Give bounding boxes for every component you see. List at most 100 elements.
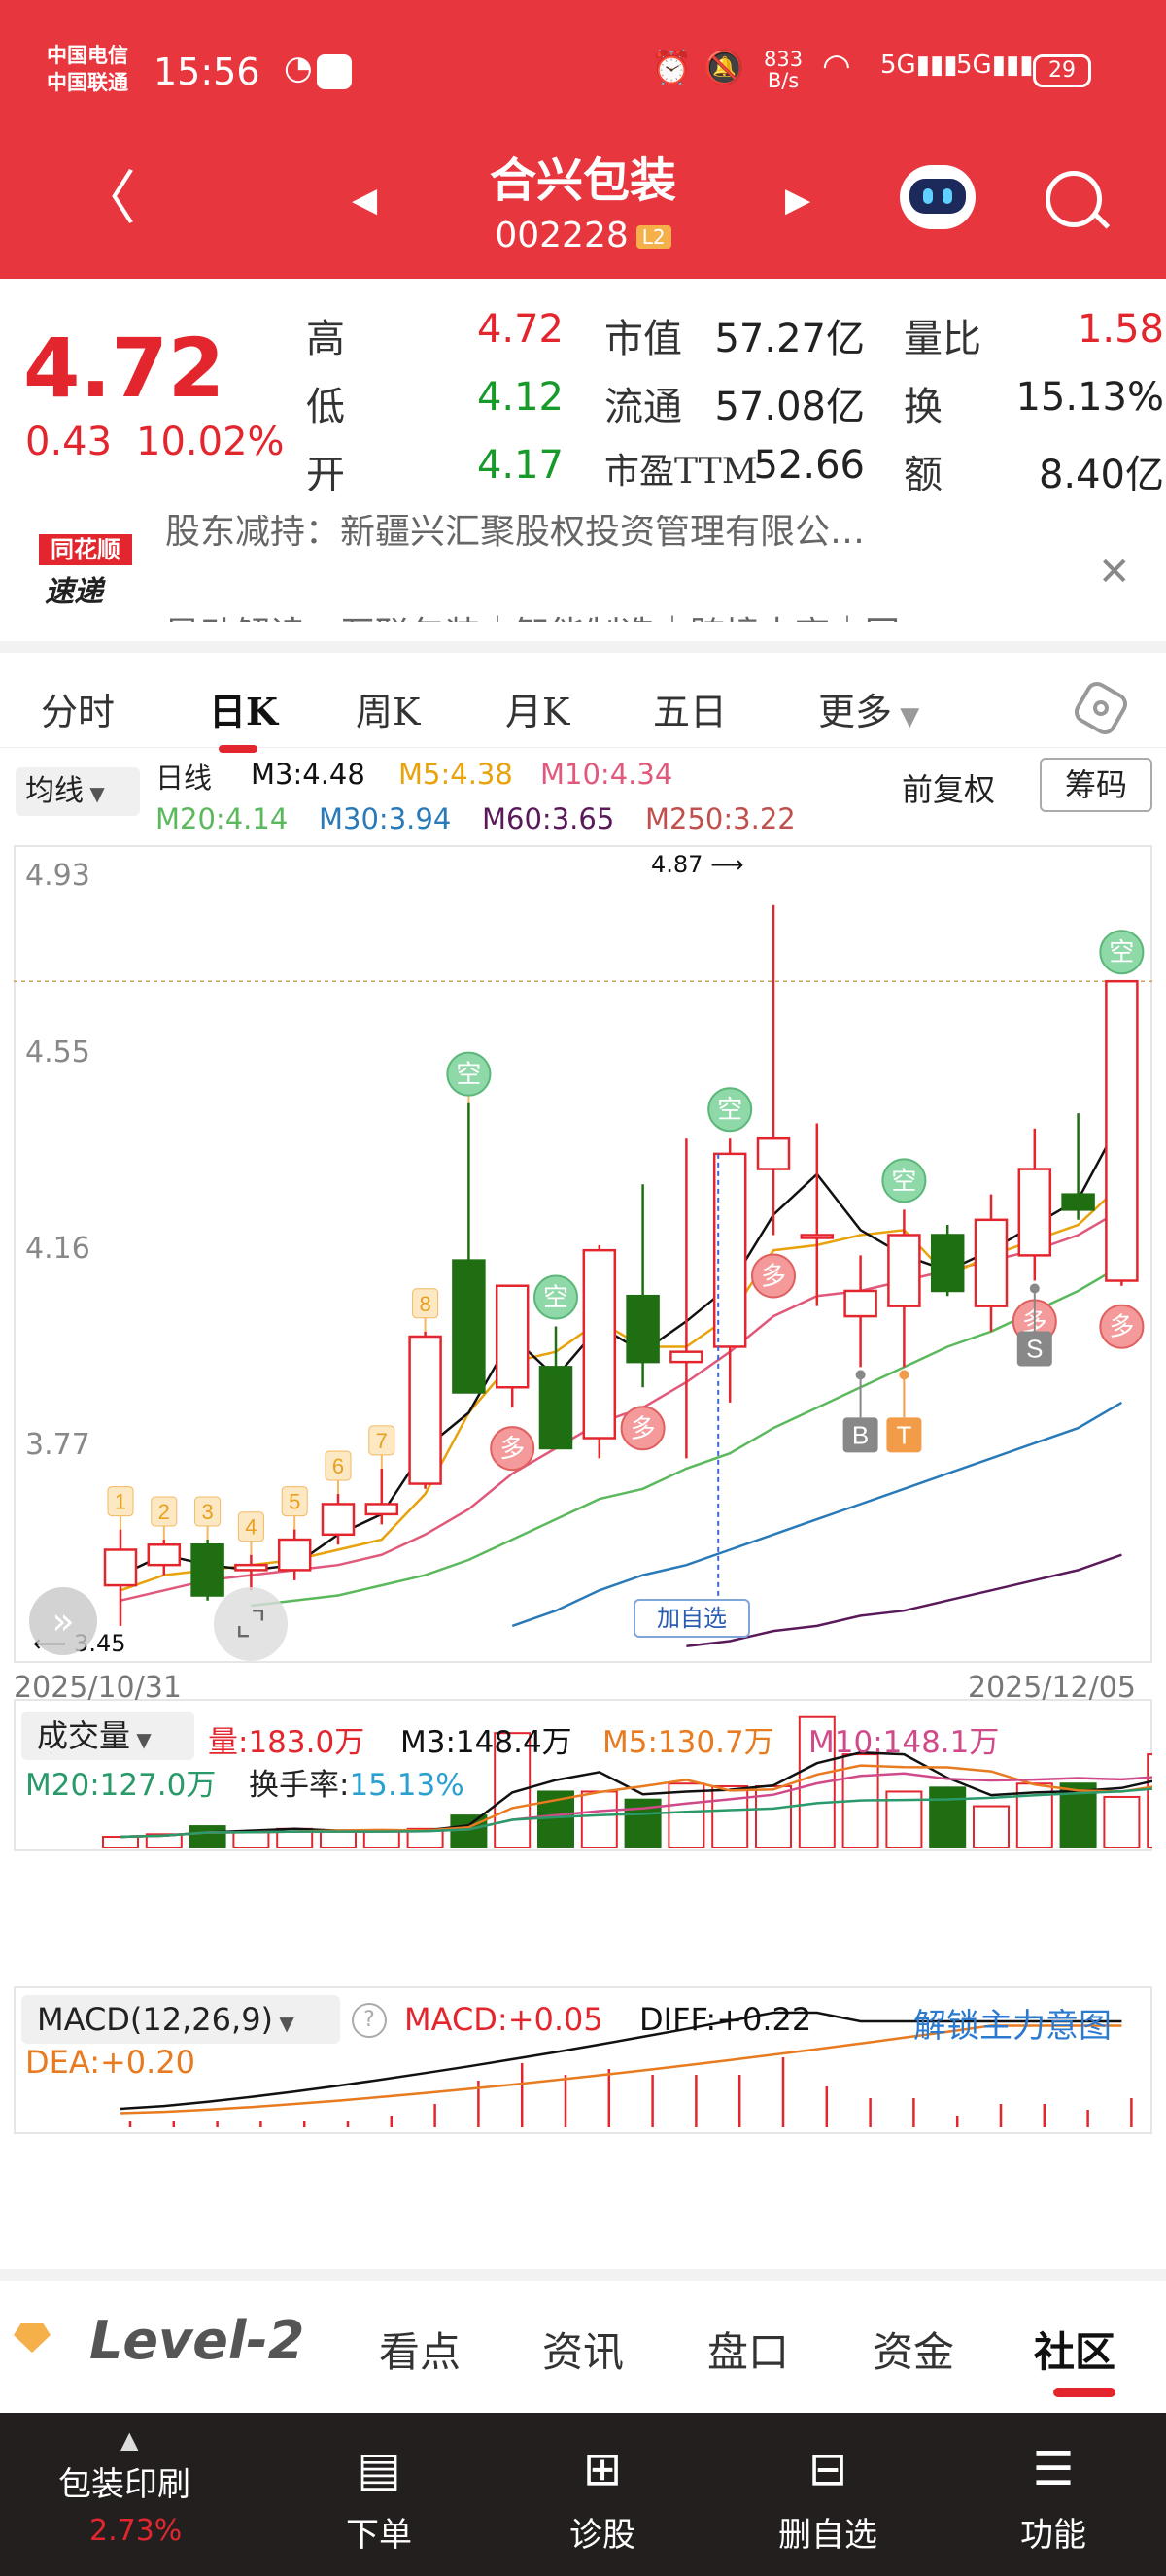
mute-icon: 🔕	[703, 49, 745, 87]
macd-diff-line	[120, 2011, 1122, 2111]
volume-bar	[232, 1830, 270, 1848]
volume-bar	[406, 1827, 444, 1849]
robot-assistant-icon[interactable]	[900, 165, 976, 229]
diamond-icon	[14, 2323, 51, 2353]
signal-label: 多	[631, 1414, 656, 1443]
fullscreen-icon[interactable]: ⌞⌝	[214, 1587, 288, 1661]
open-label: 开	[306, 453, 345, 497]
prev-stock-button[interactable]: ◀	[352, 181, 378, 220]
signal-label: 多	[499, 1435, 525, 1464]
high-marker: 4.87 ⟶	[651, 851, 744, 878]
settings-hexagon-icon[interactable]	[1070, 677, 1132, 739]
tab-five-day[interactable]: 五日	[653, 691, 728, 733]
close-icon[interactable]: ✕	[1098, 550, 1131, 594]
tag-box	[412, 1288, 439, 1319]
volume-bar	[320, 1830, 357, 1848]
tab-highlights[interactable]: 看点	[379, 2328, 462, 2376]
candle-body	[495, 1284, 530, 1389]
tab-funds[interactable]: 资金	[873, 2328, 955, 2376]
volume-bar	[189, 1825, 226, 1849]
tab-order-book[interactable]: 盘口	[707, 2328, 790, 2376]
y-tick-3: 4.16	[25, 1232, 90, 1266]
market-cap-label: 市值	[604, 317, 682, 361]
tab-intraday[interactable]: 分时	[41, 691, 116, 733]
battery-icon: 29	[1033, 54, 1091, 87]
next-stock-button[interactable]: ▶	[785, 181, 811, 220]
buy-signal-badge	[490, 1426, 535, 1472]
help-icon[interactable]: ?	[352, 2003, 387, 2038]
volume-ratio-value: 1.58	[1077, 307, 1164, 352]
buy-signal-badge	[751, 1253, 796, 1299]
remove-watchlist-button[interactable]: ⊟ 删自选	[760, 2413, 896, 2576]
tab-news[interactable]: 资讯	[542, 2328, 625, 2376]
add-watchlist-marker[interactable]: 加自选	[634, 1599, 750, 1638]
signal-5g-icon: 5G▮▮▮	[880, 51, 958, 80]
news-line-1[interactable]: 股东减持：新疆兴汇聚股权投资管理有限公…	[165, 515, 866, 552]
macd-selector[interactable]: MACD(12,26,9) ▼	[21, 1995, 340, 2044]
candle-body	[364, 1503, 399, 1516]
functions-label: 功能	[1020, 2516, 1086, 2555]
date-end: 2025/12/05	[968, 1671, 1136, 1705]
tab-daily-k[interactable]: 日K	[209, 690, 279, 733]
functions-button[interactable]: ☰ 功能	[995, 2413, 1112, 2576]
level2-tab[interactable]: Level-2	[89, 2310, 305, 2371]
ma5-line	[120, 1183, 1123, 1592]
indicator-selector[interactable]: 均线 ▼	[16, 767, 140, 816]
document-icon: ▤	[357, 2442, 401, 2496]
tab-more[interactable]: 更多 ▼	[818, 682, 919, 735]
news-line-2[interactable]: 异动解读：互联包装｜智能制造｜跨境电商｜回…	[165, 606, 935, 622]
stock-code: 002228	[495, 216, 629, 255]
active-subtab-indicator	[1053, 2388, 1115, 2397]
chevron-up-icon: ▲	[120, 2426, 139, 2454]
back-button[interactable]: 〈	[78, 165, 136, 233]
candle-body	[1061, 1193, 1095, 1211]
bst-label: B	[852, 1420, 869, 1449]
low-value: 4.12	[476, 375, 564, 420]
sector-change: 2.73%	[89, 2514, 183, 2548]
bottom-action-bar: ▲ 包装印刷 2.73% ▤ 下单 ⊞ 诊股 ⊟ 删自选 ☰ 功能	[0, 2413, 1166, 2576]
candle-body	[321, 1503, 356, 1537]
carrier-1: 中国电信	[47, 44, 128, 67]
tag-box	[237, 1511, 264, 1542]
signal-label: 多	[1109, 1313, 1134, 1342]
order-button[interactable]: ▤ 下单	[321, 2413, 437, 2576]
date-start: 2025/10/31	[14, 1671, 182, 1705]
volume-selector-label: 成交量	[37, 1717, 131, 1754]
unlock-main-force-link[interactable]: 解锁主力意图	[913, 2007, 1112, 2046]
tag-number: 6	[332, 1454, 344, 1478]
tab-weekly-k[interactable]: 周K	[356, 691, 421, 733]
sell-signal-badge	[1099, 930, 1145, 975]
high-marker-value: 4.87	[651, 851, 703, 878]
chips-button[interactable]: 筹码	[1040, 758, 1152, 812]
expand-left-icon[interactable]: »	[29, 1587, 97, 1655]
volume-bar	[580, 1790, 618, 1849]
macd-dea: DEA:+0.20	[25, 2044, 196, 2081]
volume-bar	[973, 1805, 1010, 1849]
tab-monthly-k[interactable]: 月K	[505, 691, 570, 733]
minus-square-icon: ⊟	[807, 2442, 848, 2496]
sector-name[interactable]: 包装印刷	[58, 2465, 190, 2504]
volume-selector[interactable]: 成交量 ▼	[21, 1712, 194, 1760]
indicator-selector-label: 均线	[25, 774, 84, 808]
tab-community[interactable]: 社区	[1034, 2328, 1116, 2376]
adjust-mode-button[interactable]: 前复权	[902, 771, 996, 808]
news-ticker[interactable]: 同花顺 速递 股东减持：新疆兴汇聚股权投资管理有限公… 异动解读：互联包装｜智能…	[0, 515, 1166, 622]
search-icon[interactable]	[1046, 171, 1111, 229]
volume-bar	[668, 1782, 705, 1848]
price-change: 0.43	[25, 420, 113, 464]
signal-label: 空	[456, 1061, 481, 1090]
volume-bar	[362, 1830, 400, 1848]
ma3-line	[120, 1117, 1123, 1576]
order-label: 下单	[346, 2516, 412, 2555]
candle-body	[800, 1234, 835, 1239]
candle-body	[669, 1350, 703, 1364]
volume-bar	[145, 1833, 183, 1848]
buy-signal-badge	[620, 1406, 666, 1451]
low-label: 低	[306, 385, 345, 429]
sell-signal-badge	[881, 1158, 927, 1203]
candle-body	[452, 1259, 486, 1394]
tag-box	[194, 1496, 222, 1527]
amount-value: 8.40亿	[1038, 453, 1164, 497]
diagnose-button[interactable]: ⊞ 诊股	[544, 2413, 661, 2576]
kline-chart[interactable]: 123456789空空空空空多多多多多BTS	[14, 845, 1152, 2254]
